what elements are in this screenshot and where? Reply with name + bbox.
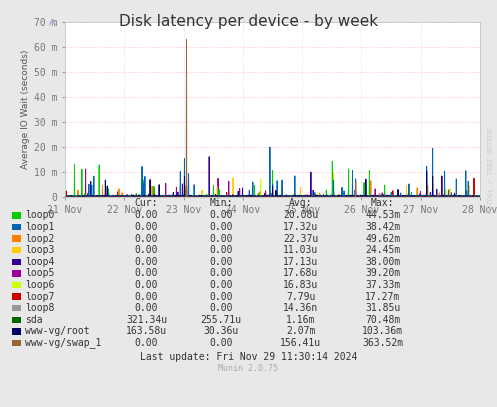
Text: sda: sda xyxy=(25,315,42,325)
Text: 0.00: 0.00 xyxy=(135,338,159,348)
Text: 0.00: 0.00 xyxy=(209,210,233,221)
Text: 0.00: 0.00 xyxy=(135,268,159,278)
Text: Cur:: Cur: xyxy=(135,197,159,208)
Text: 14.36n: 14.36n xyxy=(283,303,318,313)
Text: 0.00: 0.00 xyxy=(135,210,159,221)
Text: 0.00: 0.00 xyxy=(209,338,233,348)
Text: 2.07m: 2.07m xyxy=(286,326,316,337)
Text: 103.36m: 103.36m xyxy=(362,326,403,337)
Text: 20.08u: 20.08u xyxy=(283,210,318,221)
Text: www-vg/root: www-vg/root xyxy=(25,326,89,337)
Text: Disk latency per device - by week: Disk latency per device - by week xyxy=(119,14,378,29)
Text: 7.79u: 7.79u xyxy=(286,291,316,302)
Text: 70.48m: 70.48m xyxy=(365,315,400,325)
Text: 44.53m: 44.53m xyxy=(365,210,400,221)
Text: 38.00m: 38.00m xyxy=(365,257,400,267)
Text: loop0: loop0 xyxy=(25,210,54,221)
Text: loop1: loop1 xyxy=(25,222,54,232)
Text: 0.00: 0.00 xyxy=(135,257,159,267)
Text: 38.42m: 38.42m xyxy=(365,222,400,232)
Text: 11.03u: 11.03u xyxy=(283,245,318,255)
Text: RDTOOL / TOBI OETKER: RDTOOL / TOBI OETKER xyxy=(488,129,494,213)
Text: loop7: loop7 xyxy=(25,291,54,302)
Text: loop2: loop2 xyxy=(25,234,54,244)
Text: Avg:: Avg: xyxy=(289,197,313,208)
Text: 0.00: 0.00 xyxy=(135,245,159,255)
Text: loop8: loop8 xyxy=(25,303,54,313)
Text: 0.00: 0.00 xyxy=(135,222,159,232)
Text: www-vg/swap_1: www-vg/swap_1 xyxy=(25,337,101,348)
Text: loop4: loop4 xyxy=(25,257,54,267)
Text: 0.00: 0.00 xyxy=(135,234,159,244)
Text: 0.00: 0.00 xyxy=(209,234,233,244)
Text: 0.00: 0.00 xyxy=(209,280,233,290)
Text: 0.00: 0.00 xyxy=(209,291,233,302)
Text: 0.00: 0.00 xyxy=(135,291,159,302)
Text: 31.85u: 31.85u xyxy=(365,303,400,313)
Text: 24.45m: 24.45m xyxy=(365,245,400,255)
Text: 49.62m: 49.62m xyxy=(365,234,400,244)
Text: Munin 2.0.75: Munin 2.0.75 xyxy=(219,364,278,373)
Text: loop3: loop3 xyxy=(25,245,54,255)
Text: 17.32u: 17.32u xyxy=(283,222,318,232)
Text: 0.00: 0.00 xyxy=(135,303,159,313)
Text: 321.34u: 321.34u xyxy=(126,315,167,325)
Text: 17.27m: 17.27m xyxy=(365,291,400,302)
Text: Max:: Max: xyxy=(371,197,395,208)
Text: 0.00: 0.00 xyxy=(209,268,233,278)
Text: 30.36u: 30.36u xyxy=(204,326,239,337)
Text: 1.16m: 1.16m xyxy=(286,315,316,325)
Text: 39.20m: 39.20m xyxy=(365,268,400,278)
Text: 37.33m: 37.33m xyxy=(365,280,400,290)
Text: 163.58u: 163.58u xyxy=(126,326,167,337)
Text: 363.52m: 363.52m xyxy=(362,338,403,348)
Text: loop6: loop6 xyxy=(25,280,54,290)
Text: 17.13u: 17.13u xyxy=(283,257,318,267)
Y-axis label: Average IO Wait (seconds): Average IO Wait (seconds) xyxy=(21,50,30,169)
Text: Last update: Fri Nov 29 11:30:14 2024: Last update: Fri Nov 29 11:30:14 2024 xyxy=(140,352,357,362)
Text: 16.83u: 16.83u xyxy=(283,280,318,290)
Text: 0.00: 0.00 xyxy=(209,222,233,232)
Text: 156.41u: 156.41u xyxy=(280,338,321,348)
Text: 0.00: 0.00 xyxy=(135,280,159,290)
Text: loop5: loop5 xyxy=(25,268,54,278)
Text: 255.71u: 255.71u xyxy=(201,315,242,325)
Text: Min:: Min: xyxy=(209,197,233,208)
Text: 17.68u: 17.68u xyxy=(283,268,318,278)
Text: 0.00: 0.00 xyxy=(209,303,233,313)
Text: 0.00: 0.00 xyxy=(209,257,233,267)
Text: 0.00: 0.00 xyxy=(209,245,233,255)
Text: 22.37u: 22.37u xyxy=(283,234,318,244)
